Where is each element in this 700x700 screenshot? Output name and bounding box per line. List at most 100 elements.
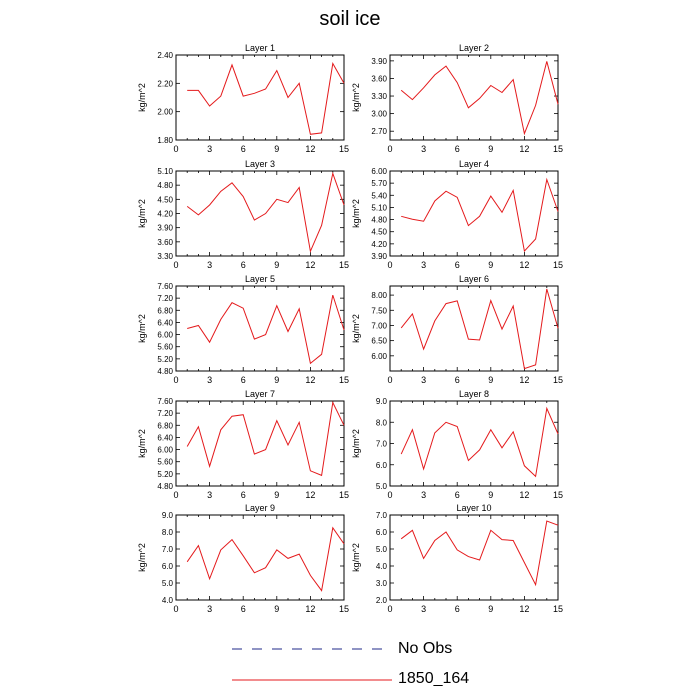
x-tick-label: 6 (455, 604, 460, 614)
x-tick-label: 15 (553, 144, 563, 154)
x-tick-label: 9 (274, 260, 279, 270)
y-tick-label: 3.30 (371, 92, 387, 101)
x-tick-label: 3 (207, 144, 212, 154)
y-tick-label: 3.0 (376, 579, 388, 588)
figure-title: soil ice (319, 8, 381, 30)
panel-title: Layer 9 (245, 503, 275, 513)
x-tick-label: 15 (553, 604, 563, 614)
y-tick-label: 2.20 (157, 79, 173, 88)
y-tick-label: 5.10 (157, 167, 173, 176)
y-tick-label: 4.50 (157, 195, 173, 204)
y-tick-label: 7.00 (371, 321, 387, 330)
y-tick-label: 7.60 (157, 282, 173, 291)
y-tick-label: 4.80 (157, 367, 173, 376)
y-tick-label: 6.40 (157, 433, 173, 442)
x-tick-label: 15 (553, 375, 563, 385)
y-axis-label: kg/m^2 (351, 314, 361, 343)
y-tick-label: 3.90 (371, 57, 387, 66)
y-tick-label: 6.80 (157, 421, 173, 430)
y-tick-label: 3.90 (157, 224, 173, 233)
x-tick-label: 6 (241, 490, 246, 500)
panel-title: Layer 5 (245, 274, 275, 284)
y-tick-label: 5.20 (157, 355, 173, 364)
y-tick-label: 7.50 (371, 306, 387, 315)
series-line (400, 520, 559, 587)
x-tick-label: 3 (421, 260, 426, 270)
series-line (186, 400, 345, 477)
plot-frame (389, 514, 559, 601)
x-tick-label: 3 (207, 375, 212, 385)
y-tick-label: 6.0 (162, 562, 174, 571)
y-axis-label: kg/m^2 (137, 314, 147, 343)
panel-6: Layer 6 kg/m^2 0 3 6 9 12 15 6.00 6.50 7.00 7.50 8.0… (351, 274, 563, 385)
y-tick-label: 5.10 (371, 203, 387, 212)
y-tick-label: 6.00 (371, 167, 387, 176)
legend-label-no-obs: No Obs (398, 640, 453, 657)
y-tick-label: 4.0 (376, 562, 388, 571)
x-tick-label: 6 (455, 375, 460, 385)
x-tick-label: 3 (421, 375, 426, 385)
y-tick-label: 3.00 (371, 110, 387, 119)
x-tick-label: 9 (274, 144, 279, 154)
x-tick-label: 0 (173, 144, 178, 154)
x-tick-label: 15 (339, 260, 349, 270)
y-tick-label: 7.0 (376, 440, 388, 449)
y-tick-label: 3.60 (371, 74, 387, 83)
x-tick-label: 9 (488, 604, 493, 614)
x-tick-label: 3 (421, 604, 426, 614)
y-tick-label: 6.0 (376, 461, 388, 470)
y-tick-label: 7.60 (157, 397, 173, 406)
x-tick-label: 15 (339, 604, 349, 614)
y-tick-label: 8.00 (371, 291, 387, 300)
y-tick-label: 4.80 (371, 216, 387, 225)
x-tick-label: 3 (421, 144, 426, 154)
plot-frame (389, 285, 559, 372)
y-tick-label: 8.0 (376, 418, 388, 427)
x-tick-label: 9 (488, 375, 493, 385)
x-tick-label: 12 (305, 260, 315, 270)
x-tick-label: 3 (207, 260, 212, 270)
x-tick-label: 12 (519, 604, 529, 614)
series-line (401, 177, 559, 253)
y-tick-label: 6.0 (376, 528, 388, 537)
x-tick-label: 3 (207, 490, 212, 500)
y-tick-label: 6.40 (157, 318, 173, 327)
y-tick-label: 5.60 (157, 343, 173, 352)
x-tick-label: 9 (274, 604, 279, 614)
x-tick-label: 12 (519, 375, 529, 385)
plot-frame (175, 400, 345, 487)
y-tick-label: 5.40 (371, 191, 387, 200)
plot-frame (175, 514, 345, 601)
y-tick-label: 4.80 (157, 181, 173, 190)
panel-10: Layer 10 kg/m^2 0 3 6 9 12 15 2.0 3.0 4.0 5.0 6.0 7.0 (351, 503, 563, 614)
y-tick-label: 4.50 (371, 228, 387, 237)
x-tick-label: 0 (173, 375, 178, 385)
y-tick-label: 6.00 (157, 446, 173, 455)
y-axis-label: kg/m^2 (351, 199, 361, 228)
x-tick-label: 15 (553, 260, 563, 270)
y-axis-label: kg/m^2 (137, 429, 147, 458)
x-tick-label: 0 (173, 604, 178, 614)
y-tick-label: 7.20 (157, 409, 173, 418)
y-tick-label: 6.80 (157, 306, 173, 315)
panel-title: Layer 4 (459, 159, 489, 169)
panel-1: Layer 1 kg/m^2 0 3 6 9 12 15 1.80 2.00 2.20 2.40 (137, 43, 349, 154)
legend-label-1850-164: 1850_164 (398, 670, 470, 687)
y-tick-label: 4.0 (162, 596, 174, 605)
x-tick-label: 15 (339, 144, 349, 154)
y-tick-label: 7.20 (157, 294, 173, 303)
x-tick-label: 3 (207, 604, 212, 614)
y-tick-label: 6.50 (371, 337, 387, 346)
panel-title: Layer 2 (459, 43, 489, 53)
x-tick-label: 9 (488, 490, 493, 500)
x-tick-label: 6 (455, 260, 460, 270)
x-tick-label: 0 (173, 260, 178, 270)
x-tick-label: 15 (553, 490, 563, 500)
y-tick-label: 5.0 (376, 545, 388, 554)
y-tick-label: 4.20 (371, 240, 387, 249)
plot-frame (175, 170, 345, 257)
panel-title: Layer 10 (456, 503, 491, 513)
panel-3: Layer 3 kg/m^2 0 3 6 9 12 15 3.30 3.60 3.90 4.20 4.5… (137, 159, 349, 270)
panel-title: Layer 6 (459, 274, 489, 284)
panel-7: Layer 7 kg/m^2 0 3 6 9 12 15 4.80 5.20 5.60 6.00 6.4… (137, 389, 349, 500)
